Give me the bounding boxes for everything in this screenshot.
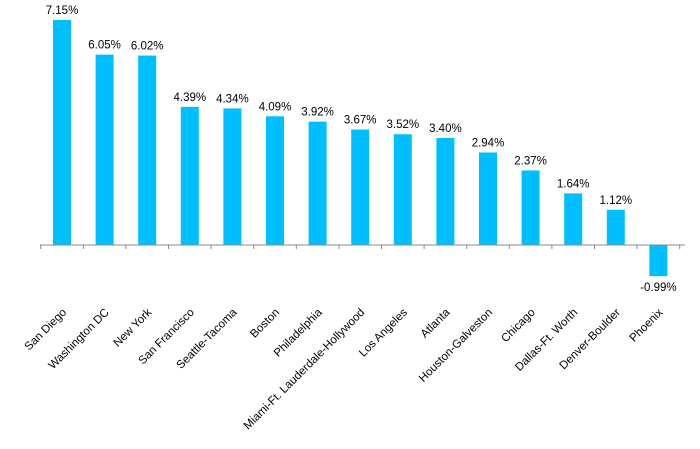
data-label: 2.37% (514, 155, 547, 167)
bar (521, 170, 540, 245)
category-label: New York (111, 306, 154, 349)
data-label: 6.02% (131, 41, 164, 53)
data-label: 2.94% (472, 137, 505, 149)
bar (266, 116, 284, 246)
data-label: 7.15% (46, 5, 79, 17)
data-label: -0.99% (640, 282, 676, 294)
data-label: 1.64% (557, 178, 590, 190)
category-label: Boston (248, 307, 282, 341)
bar (436, 138, 455, 245)
bar (223, 108, 242, 245)
bar (564, 193, 583, 245)
data-label: 4.39% (173, 92, 206, 104)
bar (180, 106, 199, 245)
bar (95, 54, 114, 245)
data-label: 3.52% (386, 119, 419, 131)
category-label: Phoenix (628, 306, 666, 344)
bar (351, 129, 370, 245)
bar (308, 121, 327, 245)
bar (649, 245, 668, 277)
data-label: 4.09% (259, 101, 292, 113)
category-label: Houston-Galveston (417, 307, 495, 385)
category-label: Atlanta (419, 306, 453, 340)
category-label: Chicago (499, 307, 537, 345)
data-label: 3.40% (429, 123, 462, 135)
bar (393, 134, 412, 245)
bar (138, 55, 157, 245)
bar (479, 152, 497, 245)
data-label: 1.12% (599, 195, 632, 207)
axis-ticks-group (40, 245, 681, 249)
bar (53, 20, 71, 245)
data-labels-group: 7.15% 6.05% 6.02% 4.39% 4.34% 4.09% 3.92% 3.67%… (46, 5, 677, 294)
data-label: 4.34% (216, 93, 249, 105)
data-label: 3.67% (344, 115, 377, 127)
category-label: San Diego (23, 307, 69, 353)
bar (606, 209, 625, 245)
data-label: 3.92% (301, 107, 334, 119)
bars-group (53, 20, 668, 277)
data-label: 6.05% (88, 40, 121, 52)
